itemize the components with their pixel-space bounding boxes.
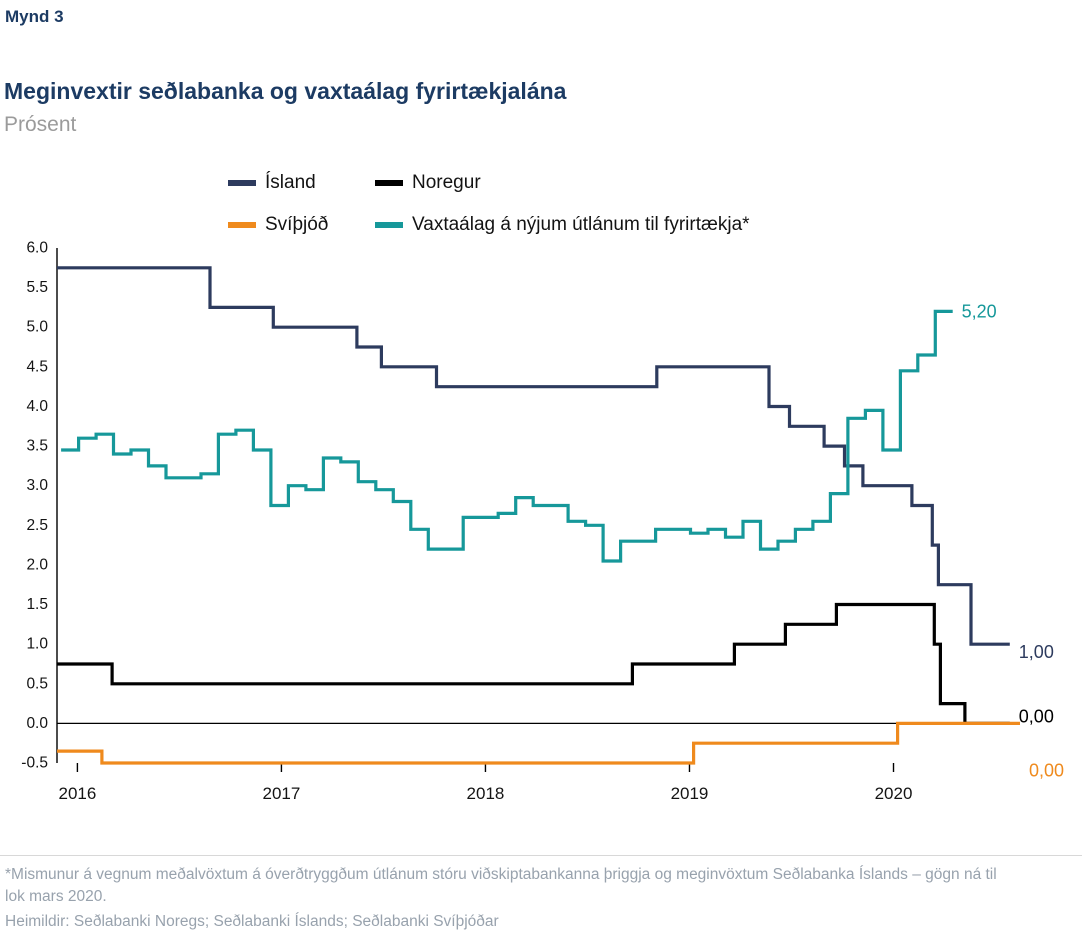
x-tick-label: 2020 — [875, 784, 913, 803]
y-tick-label: 1.5 — [26, 596, 48, 613]
legend-label-svithjod: Svíþjóð — [265, 214, 329, 235]
legend-item-svithjod: Svíþjóð — [228, 212, 375, 238]
y-tick-label: 2.0 — [26, 556, 48, 573]
y-tick-label: -0.5 — [21, 755, 48, 772]
legend: Ísland Noregur Svíþjóð Vaxtaálag á nýjum út… — [228, 170, 750, 238]
legend-label-noregur: Noregur — [412, 172, 481, 193]
y-tick-label: 5.0 — [26, 319, 48, 336]
y-tick-label: 0.0 — [26, 715, 48, 732]
legend-swatch-noregur — [375, 180, 403, 186]
y-tick-label: 2.5 — [26, 517, 48, 534]
legend-label-island: Ísland — [265, 172, 316, 193]
x-tick-label: 2017 — [263, 784, 301, 803]
y-tick-label: 1.0 — [26, 636, 48, 653]
figure-number: Mynd 3 — [5, 7, 64, 26]
y-tick-label: 3.5 — [26, 438, 48, 455]
footer-divider — [0, 855, 1082, 856]
series-line-island — [57, 266, 1010, 646]
sources-line: Heimildir: Seðlabanki Noregs; Seðlabanki… — [5, 913, 499, 930]
x-tick-label: 2019 — [671, 784, 709, 803]
chart-title: Meginvextir seðlabanka og vaxtaálag fyri… — [4, 78, 567, 104]
legend-swatch-svithjod — [228, 222, 256, 228]
chart-subtitle: Prósent — [4, 113, 77, 136]
series-line-vaxtaalag — [61, 309, 953, 563]
end-value-label-island: 1,00 — [1019, 642, 1054, 662]
series-line-svithjod — [57, 721, 1020, 765]
y-tick-label: 3.0 — [26, 477, 48, 494]
legend-item-noregur: Noregur — [375, 170, 750, 196]
legend-label-vaxtaalag: Vaxtaálag á nýjum útlánum til fyrirtækja… — [412, 214, 750, 235]
y-tick-label: 6.0 — [26, 240, 48, 257]
end-value-label-svithjod: 0,00 — [1029, 760, 1064, 780]
legend-item-island: Ísland — [228, 170, 375, 196]
x-tick-label: 2018 — [467, 784, 505, 803]
y-tick-label: 0.5 — [26, 675, 48, 692]
legend-swatch-vaxtaalag — [375, 222, 403, 228]
footnote: *Mismunur á vegnum meðalvöxtum á óverðtr… — [5, 866, 997, 905]
y-tick-label: 4.5 — [26, 358, 48, 375]
x-tick-label: 2016 — [58, 784, 96, 803]
legend-item-vaxtaalag: Vaxtaálag á nýjum útlánum til fyrirtækja… — [375, 212, 750, 238]
legend-swatch-island — [228, 180, 256, 186]
end-value-label-noregur: 0,00 — [1019, 706, 1054, 726]
series-line-noregur — [57, 602, 1010, 725]
end-value-label-vaxtaalag: 5,20 — [962, 301, 997, 321]
y-tick-label: 5.5 — [26, 279, 48, 296]
y-tick-label: 4.0 — [26, 398, 48, 415]
